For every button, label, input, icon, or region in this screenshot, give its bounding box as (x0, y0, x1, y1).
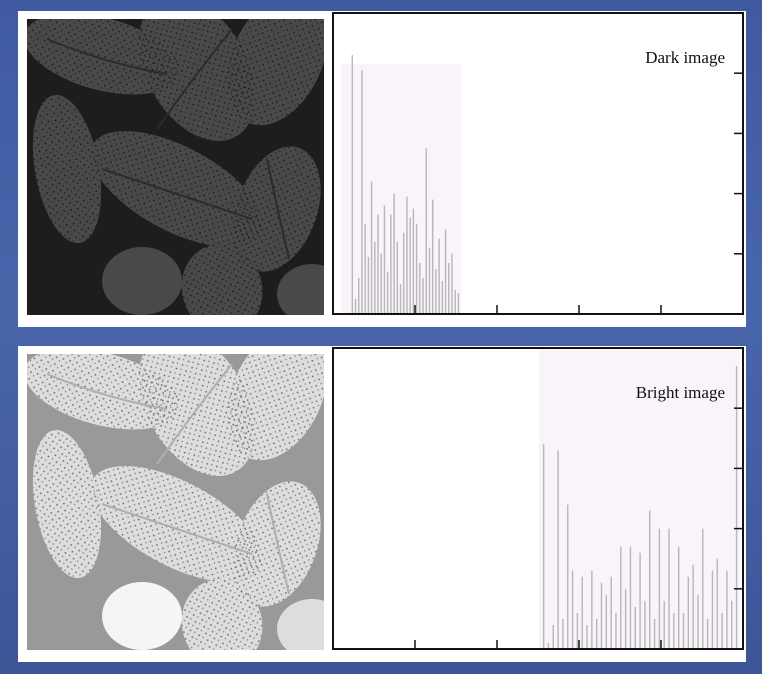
histogram-bar (711, 570, 714, 649)
histogram-bar (399, 283, 402, 314)
histogram-bar (571, 570, 574, 649)
histogram-bar (682, 612, 685, 649)
bright-histogram-chart: Bright image (331, 346, 746, 662)
histogram-bar (721, 612, 723, 649)
histogram-bar (557, 450, 559, 649)
histogram-bar (677, 546, 680, 649)
histogram-bar (706, 618, 709, 649)
histogram-bar (457, 292, 460, 314)
plot-frame (332, 12, 744, 315)
histogram-bar (591, 570, 593, 649)
histogram-bar (649, 510, 651, 649)
histogram-bar (393, 193, 395, 314)
histogram-bar (668, 528, 670, 649)
histogram-bar (567, 504, 569, 649)
histogram-bar (422, 277, 424, 314)
histogram-bar (605, 594, 608, 649)
histogram-bar (644, 600, 646, 649)
bright-histogram-svg: Bright image (332, 347, 744, 650)
histogram-bar (658, 528, 661, 649)
histogram-bar (367, 256, 370, 314)
histogram-bar (409, 217, 411, 314)
histogram-bar (629, 546, 632, 649)
histogram-bar (377, 214, 379, 314)
histogram-bar (673, 612, 675, 649)
bright-pollen-photo (27, 354, 324, 650)
histogram-bar (428, 247, 431, 314)
bright-pollen-image (27, 354, 324, 650)
histogram-bar (586, 624, 588, 649)
histogram-bar (451, 253, 453, 314)
histogram-bar (412, 208, 415, 314)
histogram-bar (552, 624, 554, 649)
histogram-bar (419, 262, 421, 314)
histogram-bar (351, 55, 354, 314)
plot-frame (332, 347, 744, 650)
chart-title: Dark image (645, 48, 725, 67)
dark-pollen-image (27, 19, 324, 315)
histogram-bar (697, 594, 699, 649)
histogram-bar (358, 277, 360, 314)
histogram-bar (374, 241, 376, 314)
histogram-bar (390, 214, 392, 314)
histogram-bar (383, 205, 386, 314)
dark-pollen-photo (27, 19, 324, 315)
histogram-bar (380, 253, 382, 314)
histogram-bar (735, 366, 738, 649)
histogram-bar (415, 223, 418, 314)
histogram-bar (364, 223, 366, 314)
histogram-bar (595, 618, 598, 649)
histogram-bar (396, 241, 399, 314)
histogram-bar (615, 612, 617, 649)
histogram-bar (624, 588, 627, 649)
histogram-bar (542, 444, 545, 649)
histogram-bar (438, 238, 440, 314)
histogram-bar (386, 271, 389, 314)
histogram-bar (361, 70, 363, 314)
histogram-bar (600, 582, 603, 649)
histogram-bar (634, 606, 636, 649)
dark-histogram-svg: Dark image (332, 12, 744, 315)
histogram-bar (354, 298, 357, 314)
histogram-bar (562, 618, 564, 649)
histogram-bar (716, 558, 718, 649)
dark-histogram-chart: Dark image (331, 11, 746, 327)
histogram-highlight-band (341, 64, 462, 314)
histogram-bar (448, 262, 450, 314)
histogram-bar (435, 268, 437, 314)
histogram-bar (639, 552, 641, 649)
histogram-bar (576, 612, 579, 649)
histogram-bar (581, 576, 583, 649)
histogram-bar (692, 564, 694, 649)
histogram-bar (663, 600, 665, 649)
histogram-bar (687, 576, 690, 649)
histogram-bar (620, 546, 622, 649)
bright-image-panel: Bright image (18, 346, 746, 662)
histogram-bar (702, 528, 704, 649)
chart-title: Bright image (636, 383, 725, 402)
histogram-bar (441, 280, 444, 314)
histogram-bar (547, 642, 550, 649)
histogram-bar (653, 618, 656, 649)
histogram-bar (731, 600, 733, 649)
histogram-bar (425, 148, 427, 314)
dark-image-panel: Dark image (18, 11, 746, 327)
histogram-bar (454, 289, 456, 314)
histogram-bar (610, 576, 612, 649)
histogram-bar (406, 196, 408, 314)
histogram-bar (403, 232, 405, 314)
histogram-bar (431, 199, 434, 314)
histogram-bar (726, 570, 728, 649)
histogram-bar (370, 181, 373, 314)
histogram-bar (444, 229, 447, 314)
